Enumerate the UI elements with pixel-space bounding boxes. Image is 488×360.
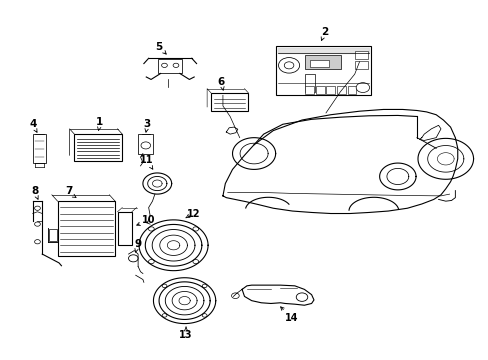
Circle shape	[128, 255, 138, 262]
Text: 12: 12	[187, 208, 201, 219]
Bar	[309, 60, 328, 67]
Circle shape	[162, 314, 166, 317]
Text: 8: 8	[31, 186, 39, 196]
Circle shape	[192, 260, 198, 264]
Text: 10: 10	[142, 215, 155, 225]
Bar	[138, 134, 153, 154]
Bar	[158, 59, 182, 73]
Bar	[354, 61, 367, 69]
Circle shape	[355, 83, 369, 93]
Bar	[33, 134, 46, 163]
Circle shape	[231, 293, 239, 298]
Text: 7: 7	[65, 186, 72, 196]
Circle shape	[202, 314, 206, 317]
Circle shape	[148, 227, 154, 231]
Circle shape	[35, 222, 41, 226]
Text: 11: 11	[140, 154, 153, 165]
Bar	[74, 134, 122, 161]
Bar	[347, 86, 355, 94]
Bar	[336, 86, 345, 94]
Circle shape	[35, 240, 41, 244]
Circle shape	[35, 206, 41, 210]
Text: 9: 9	[134, 239, 142, 249]
Bar	[305, 86, 313, 94]
Bar	[117, 212, 132, 245]
Bar	[58, 201, 115, 256]
Bar	[305, 74, 314, 92]
Circle shape	[284, 62, 293, 69]
Text: 2: 2	[321, 27, 328, 37]
Circle shape	[161, 63, 167, 67]
Circle shape	[141, 142, 150, 149]
Bar	[326, 86, 334, 94]
Text: 5: 5	[155, 42, 163, 51]
Circle shape	[278, 58, 299, 73]
Bar	[210, 93, 248, 111]
Bar	[305, 55, 341, 69]
Circle shape	[162, 284, 166, 288]
Circle shape	[296, 293, 307, 301]
Text: 6: 6	[218, 77, 224, 87]
Bar	[354, 51, 367, 59]
Bar	[275, 46, 371, 95]
Text: 13: 13	[179, 329, 192, 339]
Circle shape	[148, 260, 154, 264]
Text: 4: 4	[30, 119, 37, 129]
Circle shape	[202, 284, 206, 288]
Circle shape	[173, 63, 179, 67]
Bar	[315, 86, 324, 94]
Text: 3: 3	[143, 118, 150, 129]
Bar	[49, 229, 57, 241]
Text: 14: 14	[284, 313, 298, 323]
Circle shape	[192, 227, 198, 231]
Text: 1: 1	[96, 117, 103, 127]
